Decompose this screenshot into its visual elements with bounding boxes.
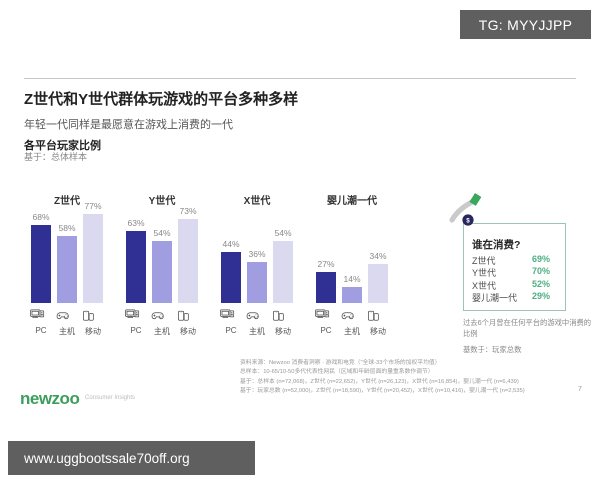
svg-text:$: $ bbox=[466, 217, 470, 224]
